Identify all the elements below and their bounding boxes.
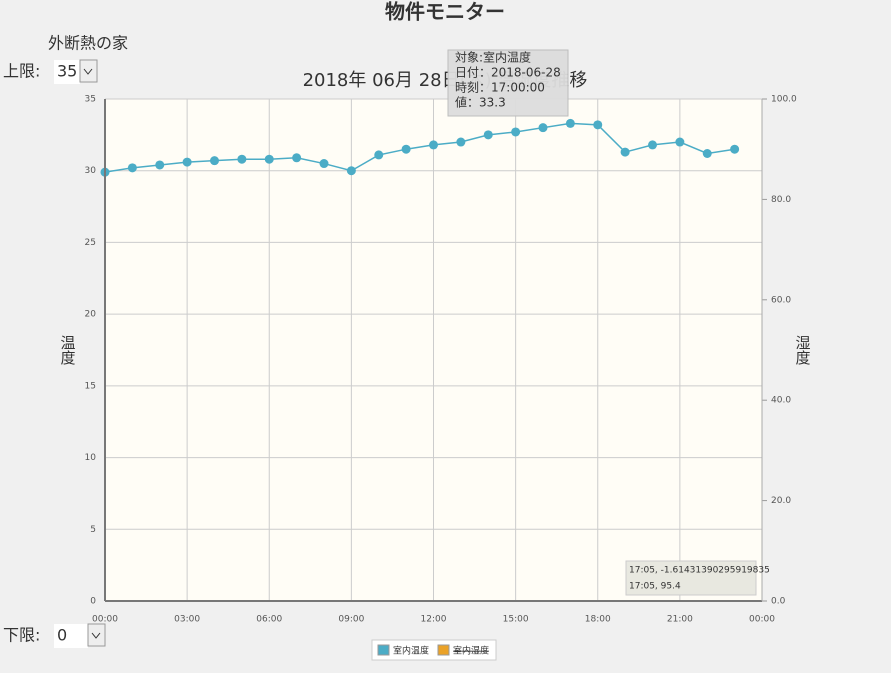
y2-tick-label: 100.0 — [771, 95, 797, 105]
data-point — [675, 137, 685, 147]
series-line — [104, 122, 735, 173]
data-point — [648, 140, 657, 150]
data-point — [210, 156, 219, 166]
data-point — [401, 144, 411, 154]
coords-box — [625, 560, 757, 596]
data-point — [565, 118, 575, 128]
tooltip-line: 時刻：17:00:00 — [455, 81, 545, 95]
tooltip: 対象:室内温度 日付：2018-06-28 時刻：17:00:00 値：33.3 — [447, 49, 569, 117]
y-tick-label: 30 — [85, 166, 97, 176]
coords-line: 17:05, 95.4 — [629, 582, 681, 592]
x-tick-label: 09:00 — [338, 615, 364, 625]
data-point — [319, 159, 329, 169]
x-tick-label: 15:00 — [503, 615, 529, 625]
x-tick-label: 03:00 — [174, 615, 200, 625]
data-point — [374, 150, 384, 160]
x-tick-label: 00:00 — [92, 615, 118, 625]
select-box — [54, 60, 80, 84]
select-arrow — [79, 59, 98, 83]
data-point — [593, 120, 603, 130]
arrow-icon — [91, 632, 101, 639]
x-tick-label: 06:00 — [256, 615, 282, 625]
legend-label[interactable]: 室内湿度 — [453, 645, 489, 657]
house-name: 外断熱の家 — [48, 34, 128, 53]
y-tick-label: 15 — [85, 381, 96, 391]
cursor-coords: 17:05, -1.61431390295919835 17:05, 95.4 — [625, 560, 770, 596]
y-tick-label: 0 — [90, 597, 96, 607]
data-point — [483, 130, 493, 140]
arrow-icon — [83, 68, 93, 75]
y-tick-label: 20 — [85, 310, 97, 320]
select-value: 35 — [57, 62, 77, 81]
legend-swatch — [377, 644, 390, 656]
y2-tick-label: 20.0 — [771, 496, 791, 506]
x-tick-label: 21:00 — [667, 615, 693, 625]
y2-tick-label: 60.0 — [771, 295, 791, 305]
data-point — [620, 147, 630, 157]
legend: 室内温度 室内湿度 — [371, 639, 497, 661]
data-point — [237, 154, 247, 164]
select-arrow — [87, 623, 106, 647]
data-point — [429, 140, 438, 150]
page-title: 物件モニター — [385, 0, 505, 24]
data-point — [182, 157, 192, 167]
data-point — [702, 149, 712, 159]
y2-tick-label: 0.0 — [771, 597, 786, 607]
data-point — [456, 137, 466, 147]
x-tick-label: 00:00 — [749, 615, 775, 625]
select-value: 0 — [57, 626, 67, 645]
select-box — [54, 624, 88, 648]
x-tick-label: 12:00 — [421, 615, 447, 625]
y2-tick-label: 80.0 — [771, 195, 791, 205]
data-point — [292, 153, 302, 163]
y2-axis-label: 湿度 — [794, 335, 812, 365]
y2-tick-label: 40.0 — [771, 396, 791, 406]
data-point — [511, 127, 521, 137]
legend-swatch — [437, 644, 450, 656]
upper-label: 上限: — [3, 62, 40, 81]
y-tick-label: 25 — [85, 238, 96, 248]
tooltip-line: 日付：2018-06-28 — [455, 66, 561, 80]
data-point — [346, 166, 356, 176]
tooltip-box — [447, 49, 569, 117]
x-tick-label: 18:00 — [585, 615, 611, 625]
y-axis-label: 温度 — [59, 335, 77, 365]
lower-label: 下限: — [3, 626, 40, 645]
data-point — [264, 154, 274, 164]
lower-select[interactable]: 0 — [54, 623, 106, 648]
legend-label[interactable]: 室内温度 — [393, 645, 429, 657]
legend-box — [371, 639, 497, 661]
data-point — [127, 163, 137, 173]
data-point — [730, 144, 740, 154]
data-point — [538, 123, 548, 133]
y-tick-label: 5 — [90, 525, 96, 535]
y-tick-label: 35 — [85, 95, 96, 105]
upper-select[interactable]: 35 — [54, 59, 98, 84]
coords-line: 17:05, -1.61431390295919835 — [629, 566, 770, 576]
tooltip-line: 対象:室内温度 — [455, 50, 531, 65]
y-tick-label: 10 — [85, 453, 97, 463]
tooltip-line: 値：33.3 — [455, 95, 506, 110]
data-point — [155, 160, 165, 170]
